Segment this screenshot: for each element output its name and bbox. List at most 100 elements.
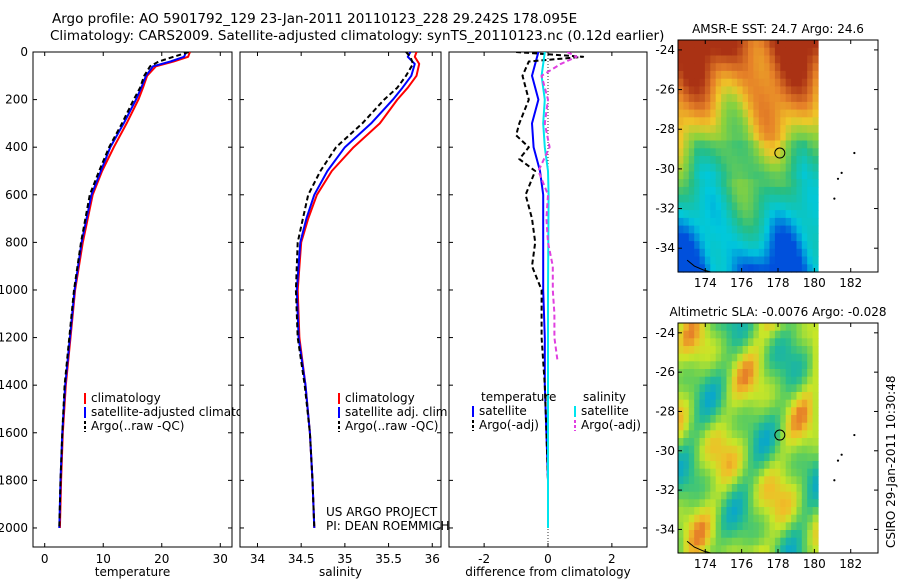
sla_map-cell <box>791 338 798 347</box>
salinity-series-group <box>294 52 421 529</box>
sla_map-cell <box>683 545 690 554</box>
sla_map-cell <box>801 522 808 531</box>
sla_map-xtick-label: 176 <box>730 557 753 571</box>
sst_map-cell <box>785 78 792 87</box>
sla_map-cell <box>807 323 814 332</box>
sla_map-cell <box>699 399 706 408</box>
sst_map-cell <box>710 186 717 196</box>
sla_map-cell <box>726 376 733 385</box>
sla_map-cell <box>758 361 765 370</box>
sla_map-cell <box>807 468 814 477</box>
sst_map-cell <box>731 70 738 80</box>
sst_map-cell <box>812 210 819 219</box>
sla_map-cell <box>694 415 701 424</box>
sla_map-cell <box>710 392 717 401</box>
sst_map-cell <box>774 63 781 72</box>
sst_map-cell <box>758 55 765 64</box>
sla_map-cell <box>791 438 798 447</box>
sst_map-cell <box>748 163 754 172</box>
sla_map-cell <box>796 461 803 470</box>
sst_map-cell <box>731 63 738 72</box>
sst_map-cell <box>731 241 738 250</box>
sla_map-cell <box>699 453 706 462</box>
sst_map-cell <box>748 179 754 188</box>
sst_map-cell <box>774 40 781 49</box>
sla_map-xtick-label: 178 <box>767 557 790 571</box>
sst_map-cell <box>764 148 771 157</box>
sla_map-island-dot <box>836 459 840 462</box>
sla_map-cell <box>796 507 803 516</box>
sst_map-cell <box>758 217 765 227</box>
sst_map-cell <box>812 125 819 134</box>
sst_map-cell <box>748 40 754 49</box>
sst_map-cell <box>678 132 684 142</box>
sst_map-cell <box>710 40 717 49</box>
sla_map-cell <box>780 545 787 554</box>
sla_map-cell <box>758 346 765 355</box>
sla_map-cell <box>807 522 814 531</box>
sla_map-cell <box>780 499 787 508</box>
sla_map-cell <box>715 484 722 493</box>
sla_map-cell <box>742 422 749 431</box>
sst_map-cell <box>742 132 749 142</box>
sst_map-cell <box>721 86 728 95</box>
sst_map-cell <box>678 217 684 227</box>
sst_map-cell <box>812 225 819 234</box>
sla_map-cell <box>774 330 781 339</box>
sst_map-title: AMSR-E SST: 24.7 Argo: 24.6 <box>692 22 864 36</box>
sla_map-cell <box>780 507 787 516</box>
sst_map-cell <box>688 132 695 142</box>
sla_map-cell <box>731 430 738 439</box>
sst_map-cell <box>796 210 803 219</box>
sst_map-cell <box>753 117 760 126</box>
sla_map-cell <box>726 491 733 500</box>
sla_map-cell <box>688 361 695 370</box>
sla_map-cell <box>801 330 808 339</box>
sla_map-cell <box>791 468 798 477</box>
sla_map-cell <box>731 399 738 408</box>
sst_map-cell <box>737 94 744 103</box>
sla_map-cell <box>791 537 798 546</box>
sst_map-cell <box>721 94 728 103</box>
project-label: US ARGO PROJECT <box>326 505 438 519</box>
sst_map-cell <box>710 217 717 227</box>
sst_map-cell <box>780 171 787 180</box>
sst_map-cell <box>758 241 765 250</box>
sst_map-cell <box>710 101 717 111</box>
depth-tick-label: 0 <box>20 45 28 59</box>
sst_map-cell <box>812 217 819 227</box>
sst_map-cell <box>791 256 798 265</box>
sla_map-cell <box>726 507 733 516</box>
sst_map-cell <box>796 132 803 142</box>
sst_map-island-dot <box>836 177 840 180</box>
sst_map-cell <box>688 101 695 111</box>
sst_map-cell <box>710 256 717 265</box>
sla_map-cell <box>726 522 733 531</box>
sst_map-cell <box>796 117 803 126</box>
sla_map-cell <box>688 430 695 439</box>
sla_map-cell <box>796 376 803 385</box>
sst_map-cell <box>807 140 814 149</box>
difference-series-temperature-satellite <box>531 52 549 528</box>
sst_map-cell <box>737 233 744 242</box>
sst_map-cell <box>774 156 781 165</box>
sst_map-cell <box>688 241 695 250</box>
sst_map-cell <box>758 163 765 172</box>
sst_map-cell <box>758 140 765 149</box>
sla_map-cell <box>801 361 808 370</box>
sst_map-cell <box>807 86 814 95</box>
sla_map-cell <box>710 330 717 339</box>
sla_map-cell <box>715 468 722 477</box>
sst_map-cell <box>807 156 814 165</box>
sla_map-cell <box>753 476 760 485</box>
sst_map-cell <box>726 40 733 49</box>
sla_map-cell <box>742 353 749 362</box>
sla_map-cell <box>791 522 798 531</box>
sst_map-cell <box>721 264 728 273</box>
sst_map-cell <box>737 179 744 188</box>
sla_map-cell <box>801 369 808 378</box>
sla_map-cell <box>807 461 814 470</box>
sst_map-cell <box>678 163 684 172</box>
sla_map-cell <box>785 338 792 347</box>
sst_map-cell <box>785 179 792 188</box>
